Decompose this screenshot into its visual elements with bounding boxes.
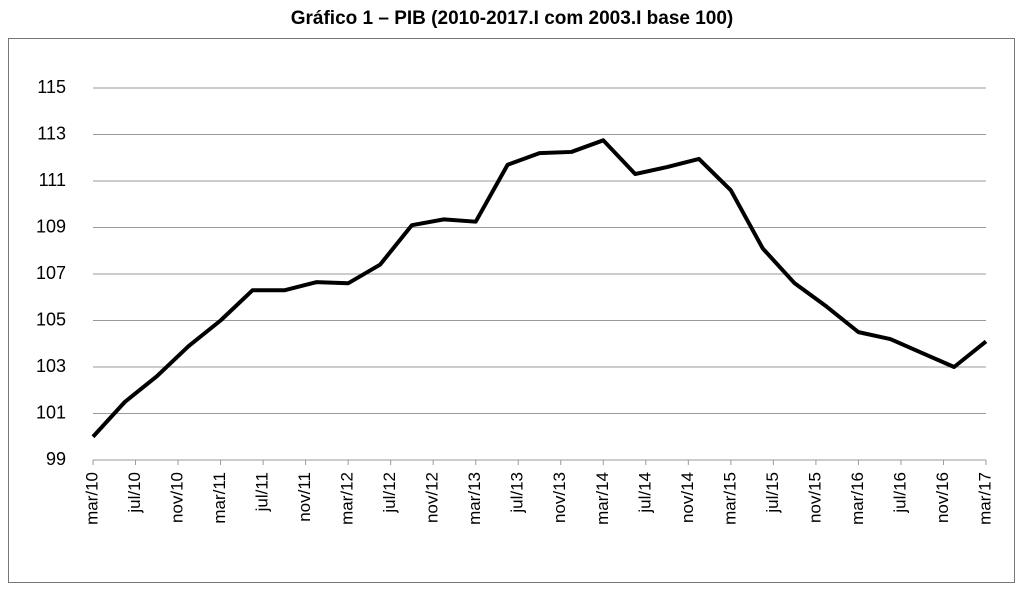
x-tick-label: jul/13 [508, 472, 527, 514]
x-tick-label: nov/14 [678, 472, 697, 523]
data-line [91, 138, 988, 439]
x-tick-label: nov/13 [550, 472, 569, 523]
x-tick-label: jul/12 [380, 472, 399, 514]
x-tick-label: jul/10 [125, 472, 144, 514]
y-tick-label: 101 [36, 402, 66, 422]
chart-title: Gráfico 1 – PIB (2010-2017.I com 2003.I … [291, 8, 734, 29]
x-tick-label: nov/11 [295, 472, 314, 522]
x-tick-label: mar/14 [593, 472, 612, 525]
y-tick-label: 99 [46, 449, 66, 469]
x-tick-label: nov/10 [168, 472, 187, 523]
x-tick-label: jul/11 [253, 472, 272, 512]
x-tick-label: jul/15 [763, 472, 782, 514]
x-tick-label: mar/15 [720, 472, 739, 525]
y-tick-label: 115 [37, 77, 66, 97]
x-tick-label: nov/16 [933, 472, 952, 523]
y-tick-label: 109 [36, 216, 66, 236]
x-tick-label: mar/10 [82, 472, 101, 525]
x-tick-label: nov/12 [423, 472, 442, 523]
y-tick-label: 103 [36, 356, 66, 376]
x-tick-label: mar/17 [975, 472, 994, 525]
y-tick-label: 113 [37, 123, 66, 143]
y-tick-label: 105 [36, 309, 66, 329]
chart-border [8, 38, 1015, 583]
x-tick-label: mar/11 [210, 472, 229, 524]
x-tick-label: jul/14 [635, 472, 654, 514]
y-tick-label: 107 [36, 263, 66, 283]
x-tick-label: mar/13 [465, 472, 484, 525]
x-tick-label: mar/12 [338, 472, 357, 525]
y-tick-label: 111 [39, 170, 66, 190]
x-tick-label: mar/16 [848, 472, 867, 525]
x-tick-label: nov/15 [805, 472, 824, 523]
x-tick-label: jul/16 [890, 472, 909, 514]
